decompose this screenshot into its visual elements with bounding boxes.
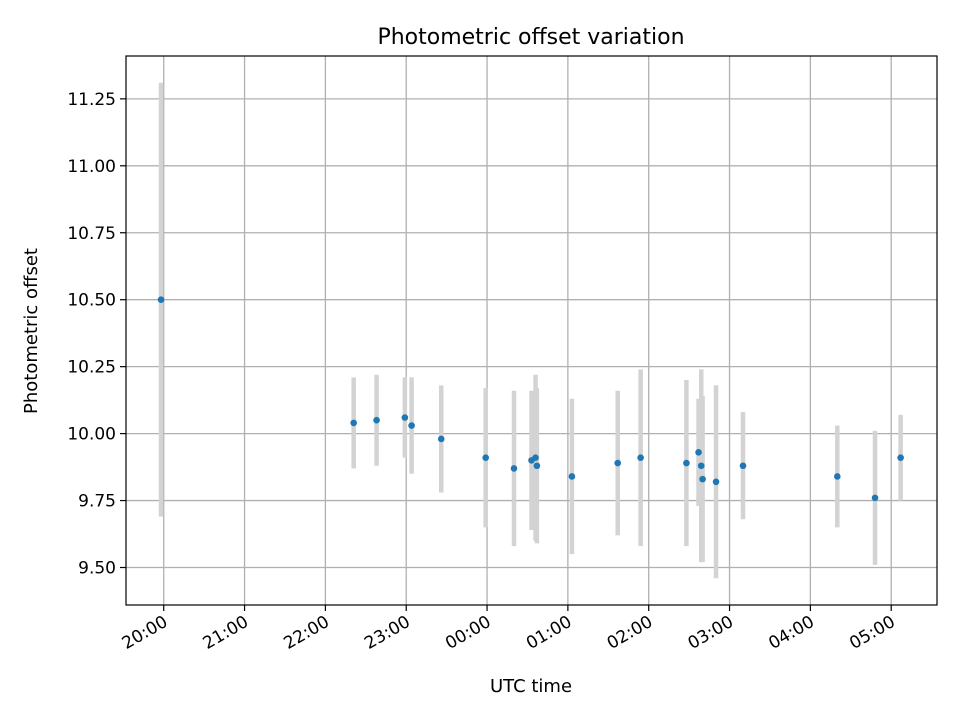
plot-frame <box>125 55 938 606</box>
chart-title: Photometric offset variation <box>377 25 684 50</box>
data-point <box>697 462 705 470</box>
y-axis-ticks: 9.50 9.75 10.00 10.25 10.50 10.75 11.00 11.25 <box>67 90 126 579</box>
data-point <box>510 465 518 472</box>
data-point <box>897 454 904 462</box>
y-tick-label: 11.25 <box>67 90 116 110</box>
x-axis-label: UTC time <box>490 676 572 697</box>
data-point <box>695 449 702 456</box>
data-point <box>533 462 541 470</box>
data-point <box>532 454 539 462</box>
y-tick-label: 11.00 <box>67 157 116 177</box>
data-point <box>614 459 622 467</box>
y-tick-label: 10.25 <box>67 358 116 378</box>
data-point <box>834 473 841 480</box>
y-tick-label: 10.00 <box>67 425 116 445</box>
data-point <box>568 473 576 480</box>
data-point <box>871 494 879 502</box>
y-tick-label: 9.75 <box>78 492 116 512</box>
data-point <box>401 414 409 421</box>
data-point <box>482 454 489 462</box>
y-axis-label: Photometric offset <box>21 248 42 414</box>
data-point <box>350 419 357 427</box>
data-point <box>637 454 644 462</box>
data-point <box>373 416 380 424</box>
data-point <box>712 478 720 486</box>
data-point <box>739 462 747 470</box>
data-point <box>408 422 415 429</box>
data-point <box>683 459 690 467</box>
y-tick-label: 9.50 <box>78 559 116 579</box>
y-tick-label: 10.50 <box>67 291 116 311</box>
data-point <box>699 475 706 483</box>
data-point <box>157 296 165 304</box>
data-point <box>437 435 445 443</box>
marker-layer <box>157 296 904 502</box>
y-tick-label: 10.75 <box>67 224 116 244</box>
